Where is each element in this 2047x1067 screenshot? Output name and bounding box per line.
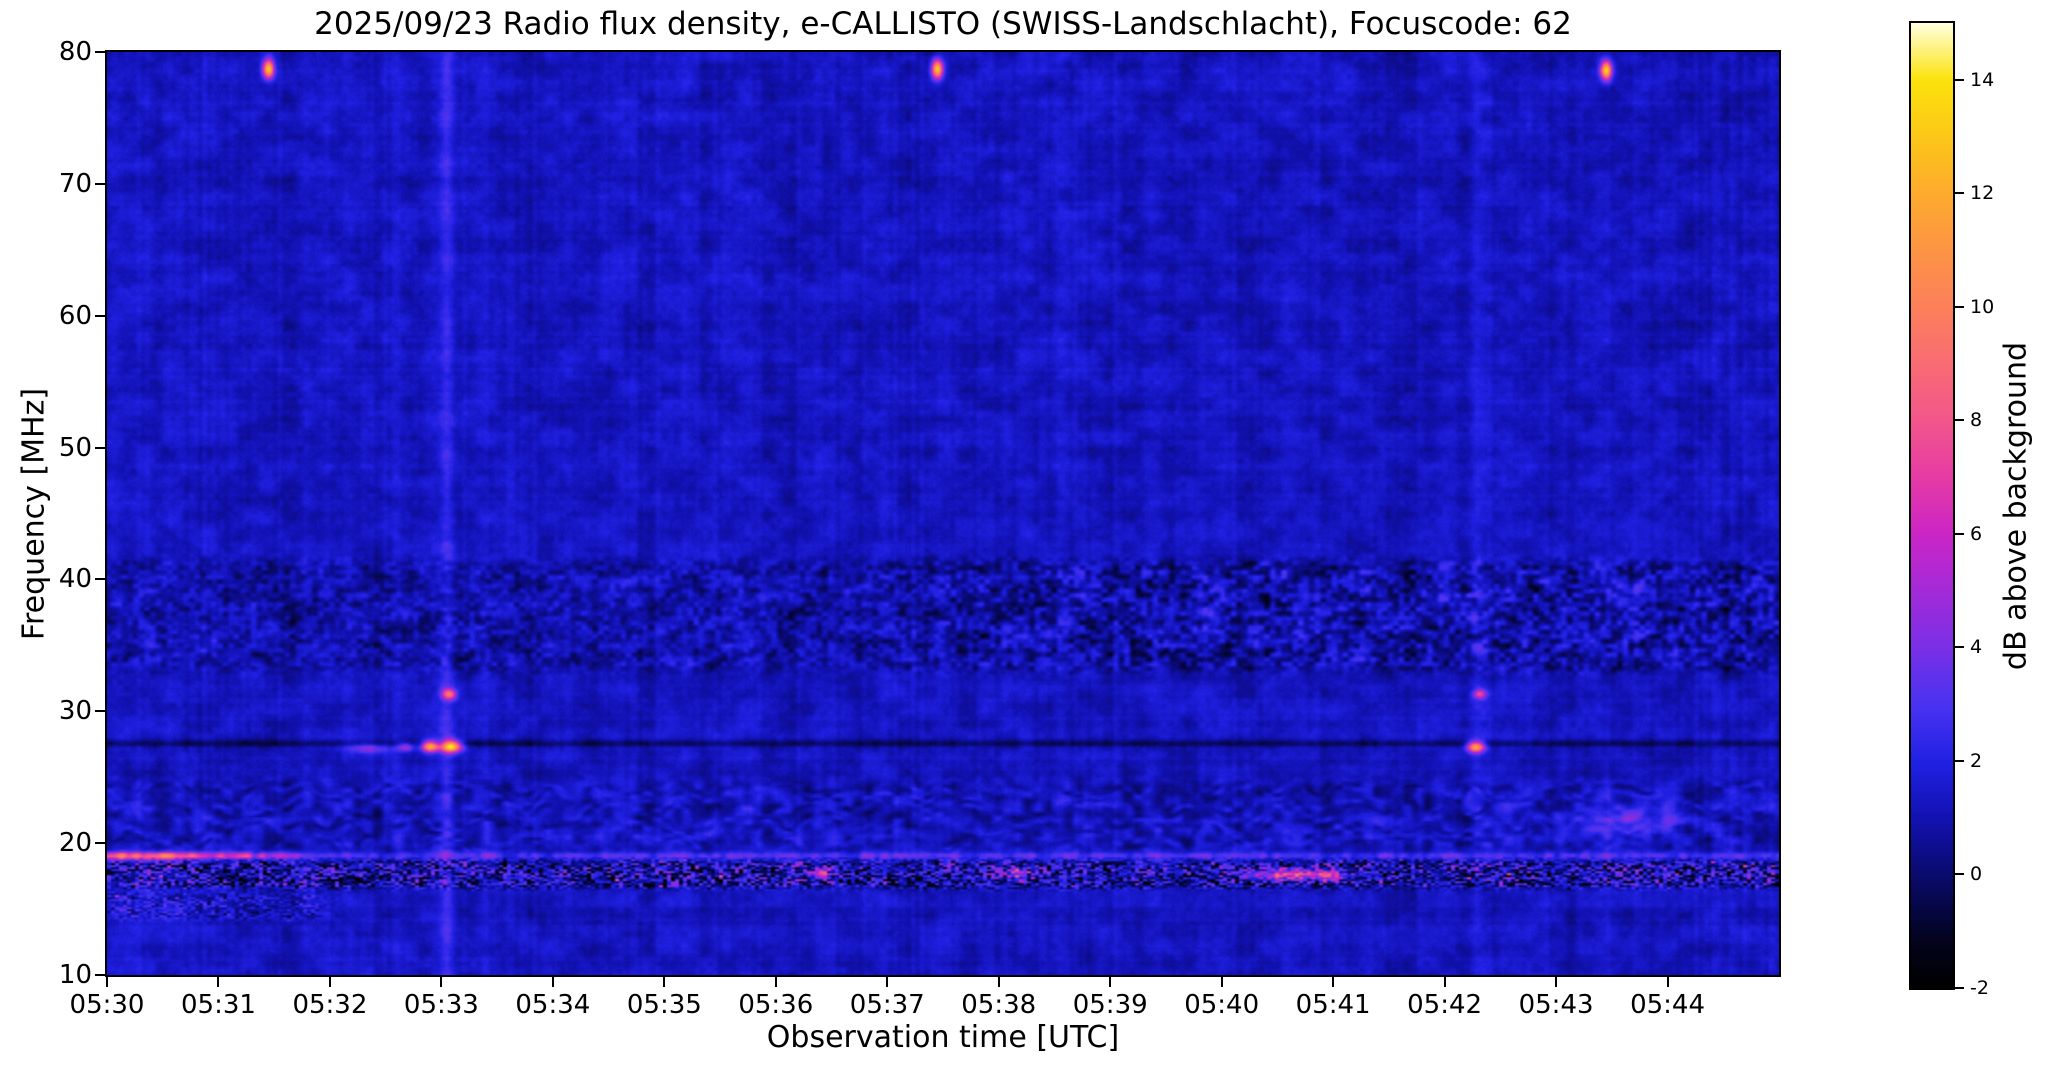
y-tick-label: 30 bbox=[58, 696, 92, 727]
colorbar-tick-label: -2 bbox=[1970, 977, 1989, 999]
colorbar-tick-mark bbox=[1955, 873, 1964, 876]
x-tick-label: 05:37 bbox=[849, 990, 925, 1020]
x-tick-label: 05:39 bbox=[1072, 990, 1148, 1020]
x-tick-label: 05:44 bbox=[1630, 990, 1705, 1020]
colorbar-tick-label: 8 bbox=[1970, 409, 1983, 432]
y-tick-label: 50 bbox=[58, 432, 92, 463]
x-tick-mark bbox=[1109, 977, 1112, 987]
x-tick-mark bbox=[1220, 977, 1223, 987]
colorbar-tick-mark bbox=[1955, 78, 1964, 81]
y-tick-mark bbox=[95, 51, 105, 53]
y-tick-label: 60 bbox=[58, 300, 92, 331]
y-tick-label: 40 bbox=[58, 564, 92, 595]
x-tick-mark bbox=[106, 977, 108, 987]
y-tick-label: 10 bbox=[58, 960, 92, 990]
y-tick-label: 20 bbox=[58, 828, 92, 859]
y-tick-label: 70 bbox=[58, 168, 92, 199]
spectrogram-canvas bbox=[107, 52, 1779, 975]
colorbar bbox=[1909, 21, 1955, 990]
y-tick-mark bbox=[95, 446, 105, 449]
y-tick-mark bbox=[95, 710, 105, 713]
x-tick-mark bbox=[1443, 977, 1446, 987]
x-tick-mark bbox=[328, 977, 331, 987]
x-tick-mark bbox=[774, 977, 777, 987]
x-axis-label: Observation time [UTC] bbox=[766, 1020, 1120, 1055]
x-tick-label: 05:30 bbox=[69, 990, 145, 1020]
y-tick-label: 80 bbox=[58, 37, 92, 67]
y-tick-mark bbox=[95, 578, 105, 581]
y-tick-mark bbox=[95, 974, 105, 976]
x-tick-label: 05:36 bbox=[738, 990, 814, 1020]
colorbar-tick-label: 6 bbox=[1970, 522, 1983, 545]
colorbar-tick-mark bbox=[1955, 305, 1964, 308]
colorbar-tick-mark bbox=[1955, 532, 1964, 535]
x-tick-label: 05:33 bbox=[403, 990, 479, 1020]
y-tick-mark bbox=[95, 182, 105, 185]
colorbar-label: dB above background bbox=[1998, 341, 2034, 671]
x-tick-mark bbox=[1666, 977, 1669, 987]
colorbar-tick-label: 12 bbox=[1970, 182, 1995, 205]
x-tick-mark bbox=[1332, 977, 1335, 987]
colorbar-tick-label: 14 bbox=[1970, 68, 1995, 91]
colorbar-tick-mark bbox=[1955, 192, 1964, 195]
colorbar-tick-label: 0 bbox=[1970, 863, 1983, 886]
x-tick-label: 05:41 bbox=[1295, 990, 1371, 1020]
y-axis-label: Frequency [MHz] bbox=[16, 387, 52, 641]
colorbar-tick-mark bbox=[1955, 646, 1964, 649]
colorbar-tick-mark bbox=[1955, 759, 1964, 762]
x-tick-mark bbox=[997, 977, 1000, 987]
x-tick-label: 05:34 bbox=[515, 990, 591, 1020]
colorbar-tick-label: 4 bbox=[1970, 636, 1983, 659]
chart-title: 2025/09/23 Radio flux density, e-CALLIST… bbox=[314, 6, 1572, 42]
x-tick-label: 05:42 bbox=[1407, 990, 1483, 1020]
colorbar-tick-mark bbox=[1955, 419, 1964, 422]
x-tick-label: 05:43 bbox=[1518, 990, 1594, 1020]
x-tick-mark bbox=[217, 977, 220, 987]
plot-area bbox=[105, 50, 1781, 977]
x-tick-label: 05:35 bbox=[626, 990, 702, 1020]
y-tick-mark bbox=[95, 842, 105, 845]
x-tick-mark bbox=[551, 977, 554, 987]
colorbar-tick-label: 2 bbox=[1970, 749, 1983, 772]
x-tick-label: 05:40 bbox=[1184, 990, 1260, 1020]
x-tick-mark bbox=[1555, 977, 1558, 987]
x-tick-label: 05:31 bbox=[180, 990, 256, 1020]
x-tick-label: 05:32 bbox=[292, 990, 368, 1020]
x-tick-label: 05:38 bbox=[961, 990, 1037, 1020]
colorbar-tick-mark bbox=[1955, 987, 1964, 989]
x-tick-mark bbox=[663, 977, 666, 987]
x-tick-mark bbox=[886, 977, 889, 987]
y-tick-mark bbox=[95, 314, 105, 317]
x-tick-mark bbox=[440, 977, 443, 987]
colorbar-tick-label: 10 bbox=[1970, 295, 1995, 318]
